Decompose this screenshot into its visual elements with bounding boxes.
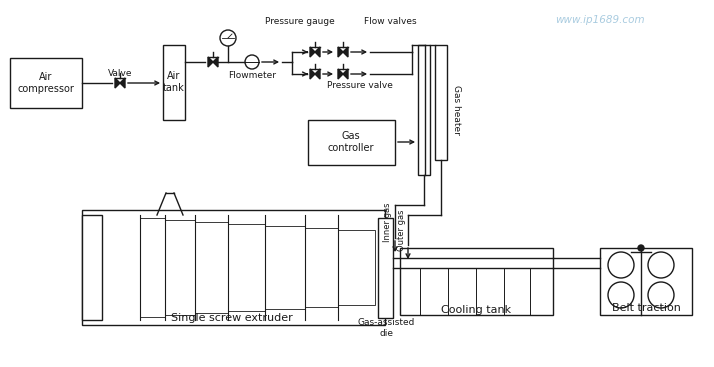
Bar	[600, 248, 692, 315]
Text: Flow valves: Flow valves	[363, 18, 416, 26]
Text: Flowmeter: Flowmeter	[228, 70, 276, 80]
Polygon shape	[208, 57, 213, 67]
Text: Single screw extruder: Single screw extruder	[171, 313, 293, 323]
Bar	[378, 218, 393, 318]
Bar	[400, 248, 553, 315]
Bar	[228, 224, 265, 311]
Circle shape	[608, 252, 634, 278]
Bar	[195, 222, 228, 313]
Bar	[308, 120, 395, 165]
Circle shape	[220, 30, 236, 46]
Polygon shape	[310, 47, 315, 57]
Circle shape	[638, 245, 644, 251]
Text: Inner gas: Inner gas	[383, 202, 393, 242]
Circle shape	[648, 252, 674, 278]
Bar	[265, 226, 305, 309]
Text: Pressure gauge: Pressure gauge	[265, 18, 335, 26]
Text: Valve: Valve	[108, 69, 132, 77]
Polygon shape	[338, 47, 343, 57]
Polygon shape	[315, 69, 320, 79]
Polygon shape	[315, 47, 320, 57]
Bar	[82, 210, 385, 325]
Polygon shape	[338, 69, 343, 79]
Bar	[82, 215, 102, 320]
Text: Air
compressor: Air compressor	[18, 72, 74, 94]
Polygon shape	[343, 69, 348, 79]
Polygon shape	[115, 78, 120, 88]
Bar	[165, 220, 195, 315]
Text: Gas heater: Gas heater	[451, 85, 461, 135]
Polygon shape	[343, 47, 348, 57]
Bar	[338, 230, 375, 305]
Text: Gas
controller: Gas controller	[328, 131, 374, 153]
Polygon shape	[120, 78, 125, 88]
Text: Air
tank: Air tank	[163, 71, 185, 93]
Circle shape	[648, 282, 674, 308]
Text: Gas-assisted
die: Gas-assisted die	[357, 318, 415, 338]
Bar	[10, 58, 82, 108]
Bar	[418, 45, 430, 175]
Bar	[435, 45, 447, 160]
Circle shape	[245, 55, 259, 69]
Text: Belt traction: Belt traction	[612, 303, 680, 313]
Bar	[140, 218, 165, 317]
Bar	[163, 45, 185, 120]
Text: Cooling tank: Cooling tank	[441, 305, 511, 315]
Text: www.ip1689.com: www.ip1689.com	[555, 15, 645, 25]
Polygon shape	[213, 57, 218, 67]
Text: Pressure valve: Pressure valve	[327, 81, 393, 91]
Polygon shape	[310, 69, 315, 79]
Bar	[305, 228, 338, 307]
Circle shape	[608, 282, 634, 308]
Text: Outer gas: Outer gas	[396, 209, 406, 251]
